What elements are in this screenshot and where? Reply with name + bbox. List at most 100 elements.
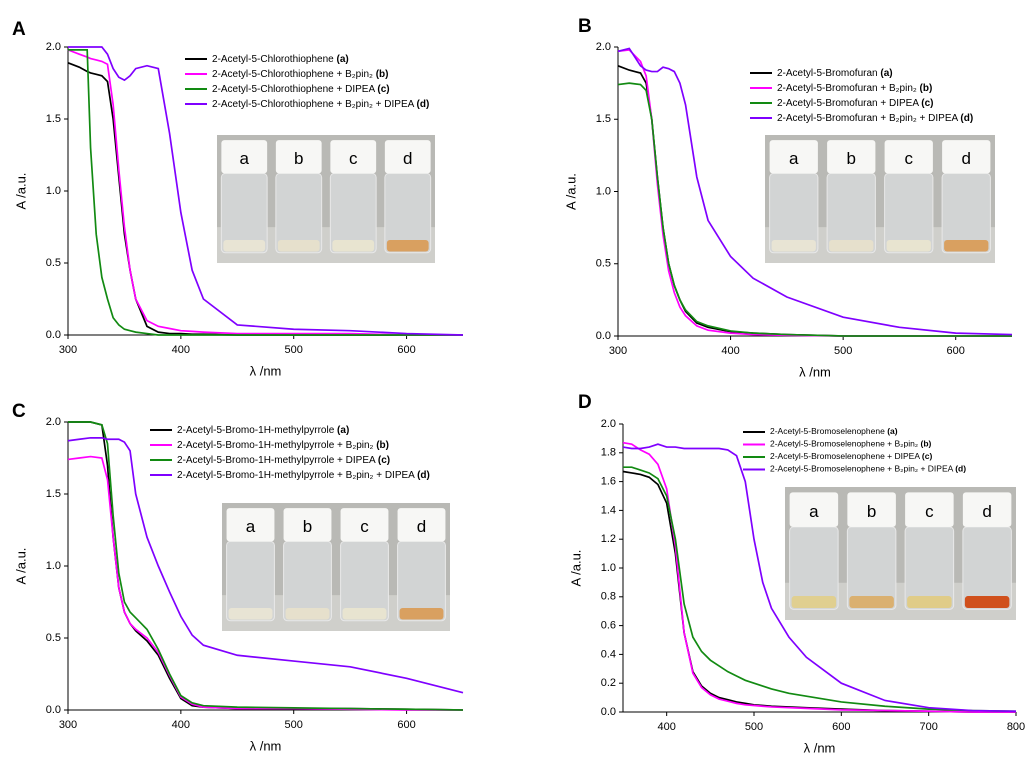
vial-liquid (228, 607, 273, 620)
y-tick-label: 0.6 (601, 620, 616, 632)
vial-cap (283, 508, 332, 542)
vial-label: b (294, 149, 303, 168)
x-axis-label: λ /nm (250, 363, 282, 378)
vial-cap (827, 140, 876, 174)
vial-label: d (982, 502, 991, 521)
legend-label: 2-Acetyl-5-Bromofuran + B₂pin₂ (b) (777, 83, 932, 94)
vial-label: a (809, 502, 819, 521)
y-tick-label: 0.2 (601, 677, 616, 689)
legend-label: 2-Acetyl-5-Bromofuran (a) (777, 68, 893, 79)
legend-label: 2-Acetyl-5-Bromoselenophene + B₂pin₂ + D… (770, 464, 966, 474)
data-line (67, 49, 463, 336)
legend-label: 2-Acetyl-5-Bromo-1H-methylpyrrole (a) (177, 425, 349, 436)
y-axis-label: A /a.u. (13, 173, 28, 210)
y-tick-label: 2.0 (601, 418, 616, 430)
x-tick-label: 400 (657, 721, 675, 733)
x-tick-label: 600 (397, 719, 415, 731)
vial-cap (769, 140, 818, 174)
vial-cap (384, 140, 431, 174)
y-tick-label: 1.5 (46, 488, 61, 500)
vial-label: c (349, 149, 358, 168)
y-tick-label: 1.0 (46, 185, 61, 197)
vial-liquid (944, 239, 989, 252)
x-tick-label: 300 (59, 344, 77, 356)
data-line (67, 436, 464, 694)
data-line (617, 82, 1012, 337)
data-line (622, 443, 1017, 713)
vial-liquid (223, 239, 266, 252)
panel-label: A (12, 19, 26, 40)
legend-label: 2-Acetyl-5-Chlorothiophene + B₂pin₂ + DI… (212, 99, 429, 110)
vial-liquid (386, 239, 429, 252)
vial-cap (340, 508, 389, 542)
vial-cap (275, 140, 322, 174)
y-axis-label: A /a.u. (563, 173, 578, 210)
data-line (622, 441, 1016, 713)
y-tick-label: 0.0 (601, 706, 616, 718)
x-tick-label: 600 (947, 345, 965, 357)
panel-label: B (578, 16, 592, 37)
vial-cap (226, 508, 275, 542)
legend-label: 2-Acetyl-5-Bromofuran + DIPEA (c) (777, 98, 933, 109)
vial-liquid (829, 239, 874, 252)
vial-liquid (399, 607, 444, 620)
vial-liquid (285, 607, 330, 620)
y-tick-label: 0.8 (601, 591, 616, 603)
vial-liquid (907, 596, 952, 609)
data-line (67, 455, 463, 711)
x-axis-label: λ /nm (804, 740, 836, 755)
legend-label: 2-Acetyl-5-Chlorothiophene + B₂pin₂ (b) (212, 69, 388, 80)
vial-liquid (332, 239, 375, 252)
y-axis-label: A /a.u. (13, 548, 28, 585)
vial-liquid (771, 239, 816, 252)
panel-label: C (12, 401, 26, 422)
x-tick-label: 500 (745, 721, 763, 733)
y-tick-label: 1.6 (601, 476, 616, 488)
vial-liquid (791, 596, 837, 609)
y-tick-label: 2.0 (46, 41, 61, 53)
x-tick-label: 400 (172, 344, 190, 356)
vial-liquid (849, 596, 894, 609)
y-tick-label: 1.0 (46, 560, 61, 572)
y-tick-label: 1.0 (596, 185, 611, 197)
x-tick-label: 500 (285, 344, 303, 356)
vial-cap (397, 508, 446, 542)
y-tick-label: 1.2 (601, 533, 616, 545)
x-tick-label: 600 (832, 721, 850, 733)
vial-label: b (867, 502, 876, 521)
vial-liquid (964, 596, 1010, 609)
y-tick-label: 0.5 (46, 632, 61, 644)
y-tick-label: 0.5 (46, 257, 61, 269)
vial-label: c (360, 517, 369, 536)
legend-label: 2-Acetyl-5-Bromoselenophene + DIPEA (c) (770, 451, 932, 461)
vial-label: d (417, 517, 426, 536)
y-tick-label: 0.5 (596, 258, 611, 270)
vial-liquid (886, 239, 931, 252)
data-line (68, 46, 464, 336)
x-tick-label: 800 (1007, 721, 1025, 733)
y-tick-label: 2.0 (596, 41, 611, 53)
legend-label: 2-Acetyl-5-Bromo-1H-methylpyrrole + B₂pi… (177, 470, 430, 481)
vial-label: c (905, 149, 914, 168)
y-tick-label: 0.0 (46, 704, 61, 716)
data-line (623, 466, 1017, 713)
y-tick-label: 0.0 (596, 330, 611, 342)
vial-cap (847, 492, 896, 527)
vial-cap (905, 492, 954, 527)
legend-label: 2-Acetyl-5-Chlorothiophene (a) (212, 54, 349, 65)
vial-label: b (303, 517, 312, 536)
vial-liquid (342, 607, 387, 620)
y-tick-label: 2.0 (46, 416, 61, 428)
vial-label: c (925, 502, 934, 521)
y-tick-label: 1.0 (601, 562, 616, 574)
vial-cap (221, 140, 268, 174)
legend-label: 2-Acetyl-5-Chlorothiophene + DIPEA (c) (212, 84, 390, 95)
vial-label: a (789, 149, 799, 168)
x-axis-label: λ /nm (799, 364, 831, 379)
x-tick-label: 500 (834, 345, 852, 357)
legend-label: 2-Acetyl-5-Bromoselenophene (a) (770, 426, 898, 436)
y-tick-label: 1.5 (596, 113, 611, 125)
vial-cap (789, 492, 839, 527)
vial-cap (884, 140, 933, 174)
